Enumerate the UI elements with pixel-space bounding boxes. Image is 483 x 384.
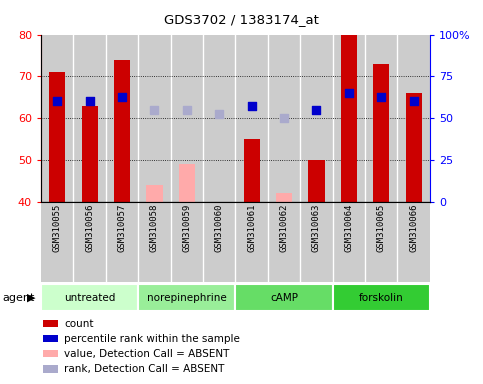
Bar [203,35,236,202]
Text: GSM310059: GSM310059 [183,204,191,252]
Bar [333,35,365,202]
Bar [243,139,260,202]
Text: GSM310061: GSM310061 [247,204,256,252]
Bar [43,365,58,372]
Text: GSM310062: GSM310062 [280,204,288,252]
Point [345,90,353,96]
Bar [406,93,422,202]
Bar [236,284,333,311]
Bar [146,185,163,202]
Bar [43,320,58,327]
Text: cAMP: cAMP [270,293,298,303]
Bar [138,284,236,311]
Point [313,107,320,113]
Bar [268,35,300,202]
Point [118,94,126,100]
Text: GDS3702 / 1383174_at: GDS3702 / 1383174_at [164,13,319,26]
Bar [82,106,98,202]
Bar [333,284,430,311]
Point [183,107,191,113]
Bar [398,35,430,202]
Text: GSM310066: GSM310066 [409,204,418,252]
Text: GSM310056: GSM310056 [85,204,94,252]
Bar [43,350,58,358]
Bar [179,164,195,202]
Bar [138,35,170,202]
Point [377,94,385,100]
Point [54,98,61,104]
Text: GSM310055: GSM310055 [53,204,62,252]
Text: ▶: ▶ [27,293,36,303]
Text: untreated: untreated [64,293,115,303]
Text: forskolin: forskolin [359,293,404,303]
Bar [341,35,357,202]
Bar [308,160,325,202]
Point [151,107,158,113]
Bar [170,35,203,202]
Text: GSM310065: GSM310065 [377,204,386,252]
Point [248,103,256,109]
Text: count: count [64,318,94,329]
Bar [276,193,292,202]
Point [215,111,223,117]
Text: value, Detection Call = ABSENT: value, Detection Call = ABSENT [64,349,230,359]
Bar [236,35,268,202]
Point [280,115,288,121]
Text: norepinephrine: norepinephrine [147,293,227,303]
Text: agent: agent [2,293,35,303]
Point [410,98,417,104]
Bar [41,35,73,202]
Text: GSM310057: GSM310057 [117,204,127,252]
Bar [49,72,65,202]
Bar [73,35,106,202]
Bar [373,64,389,202]
Bar [106,35,138,202]
Bar [300,35,333,202]
Bar [43,335,58,343]
Text: GSM310063: GSM310063 [312,204,321,252]
Bar [365,35,398,202]
Text: GSM310060: GSM310060 [215,204,224,252]
Text: rank, Detection Call = ABSENT: rank, Detection Call = ABSENT [64,364,225,374]
Point [86,98,94,104]
Text: percentile rank within the sample: percentile rank within the sample [64,334,240,344]
Bar [114,60,130,202]
Text: GSM310058: GSM310058 [150,204,159,252]
Bar [41,284,138,311]
Text: GSM310064: GSM310064 [344,204,354,252]
